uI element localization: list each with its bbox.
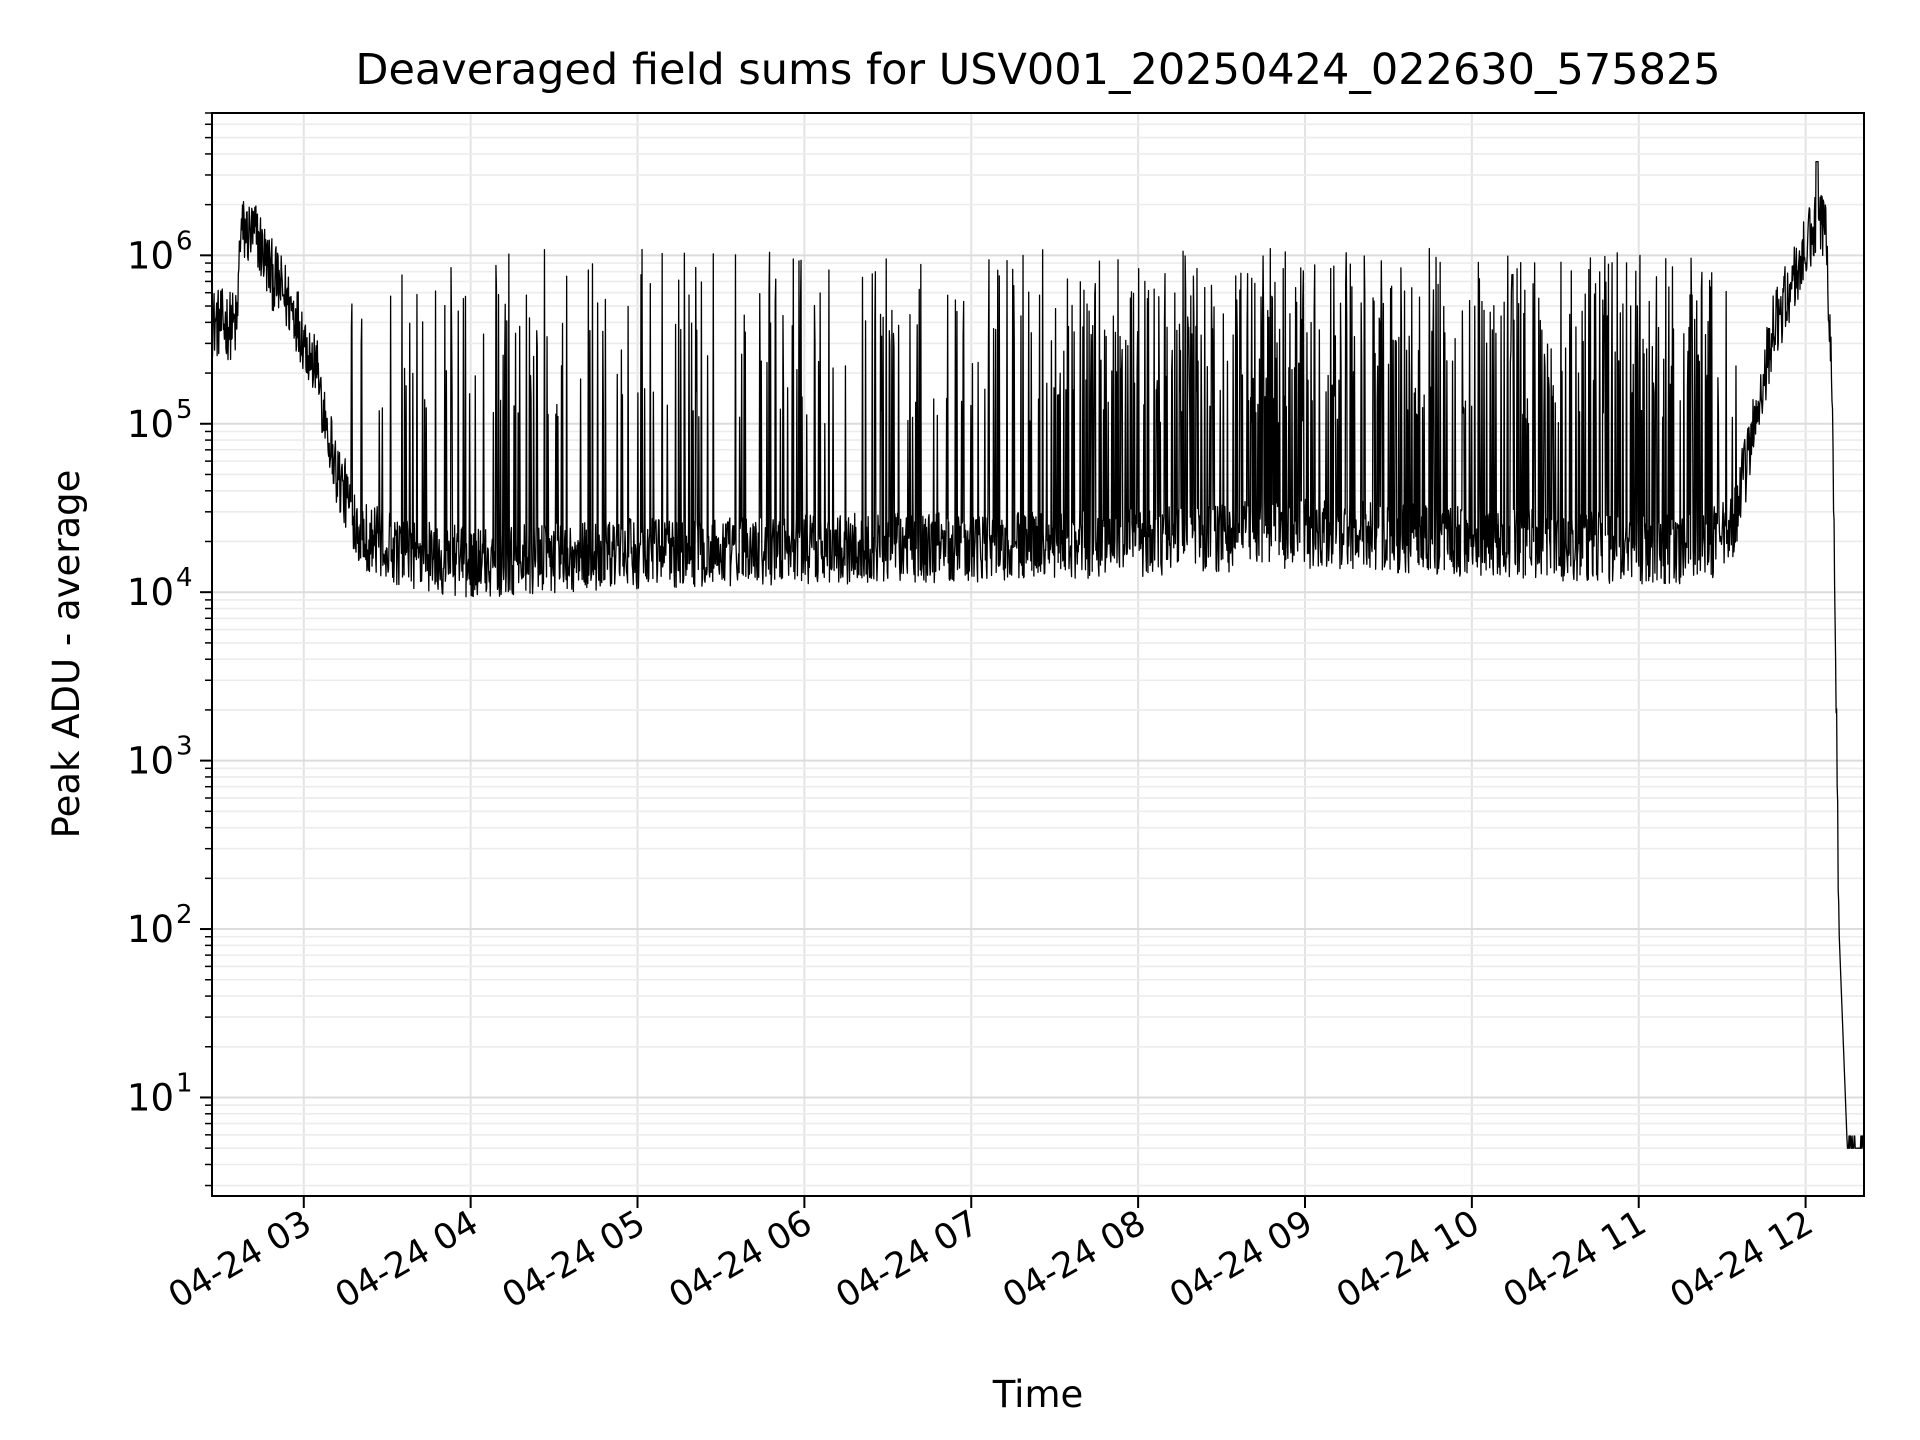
series-layer xyxy=(211,160,1865,1149)
series-line xyxy=(211,160,1865,1149)
y-tick-exponent: 3 xyxy=(176,732,193,762)
y-axis-label: Peak ADU - average xyxy=(45,470,88,839)
y-tick-label: 10 xyxy=(127,1076,174,1119)
y-tick-exponent: 4 xyxy=(176,563,193,593)
x-axis-label: Time xyxy=(992,1373,1084,1416)
y-tick-label: 10 xyxy=(127,740,174,783)
plot-frame xyxy=(211,112,1865,1197)
y-tick-exponent: 1 xyxy=(176,1068,193,1098)
y-tick-exponent: 2 xyxy=(176,900,193,930)
y-tick-label: 10 xyxy=(127,571,174,614)
y-tick-exponent: 6 xyxy=(176,226,193,256)
y-tick-label: 10 xyxy=(127,403,174,446)
chart-title: Deaveraged field sums for USV001_2025042… xyxy=(355,45,1720,95)
y-tick-exponent: 5 xyxy=(176,395,193,425)
y-tick-label: 10 xyxy=(127,234,174,277)
y-tick-label: 10 xyxy=(127,908,174,951)
